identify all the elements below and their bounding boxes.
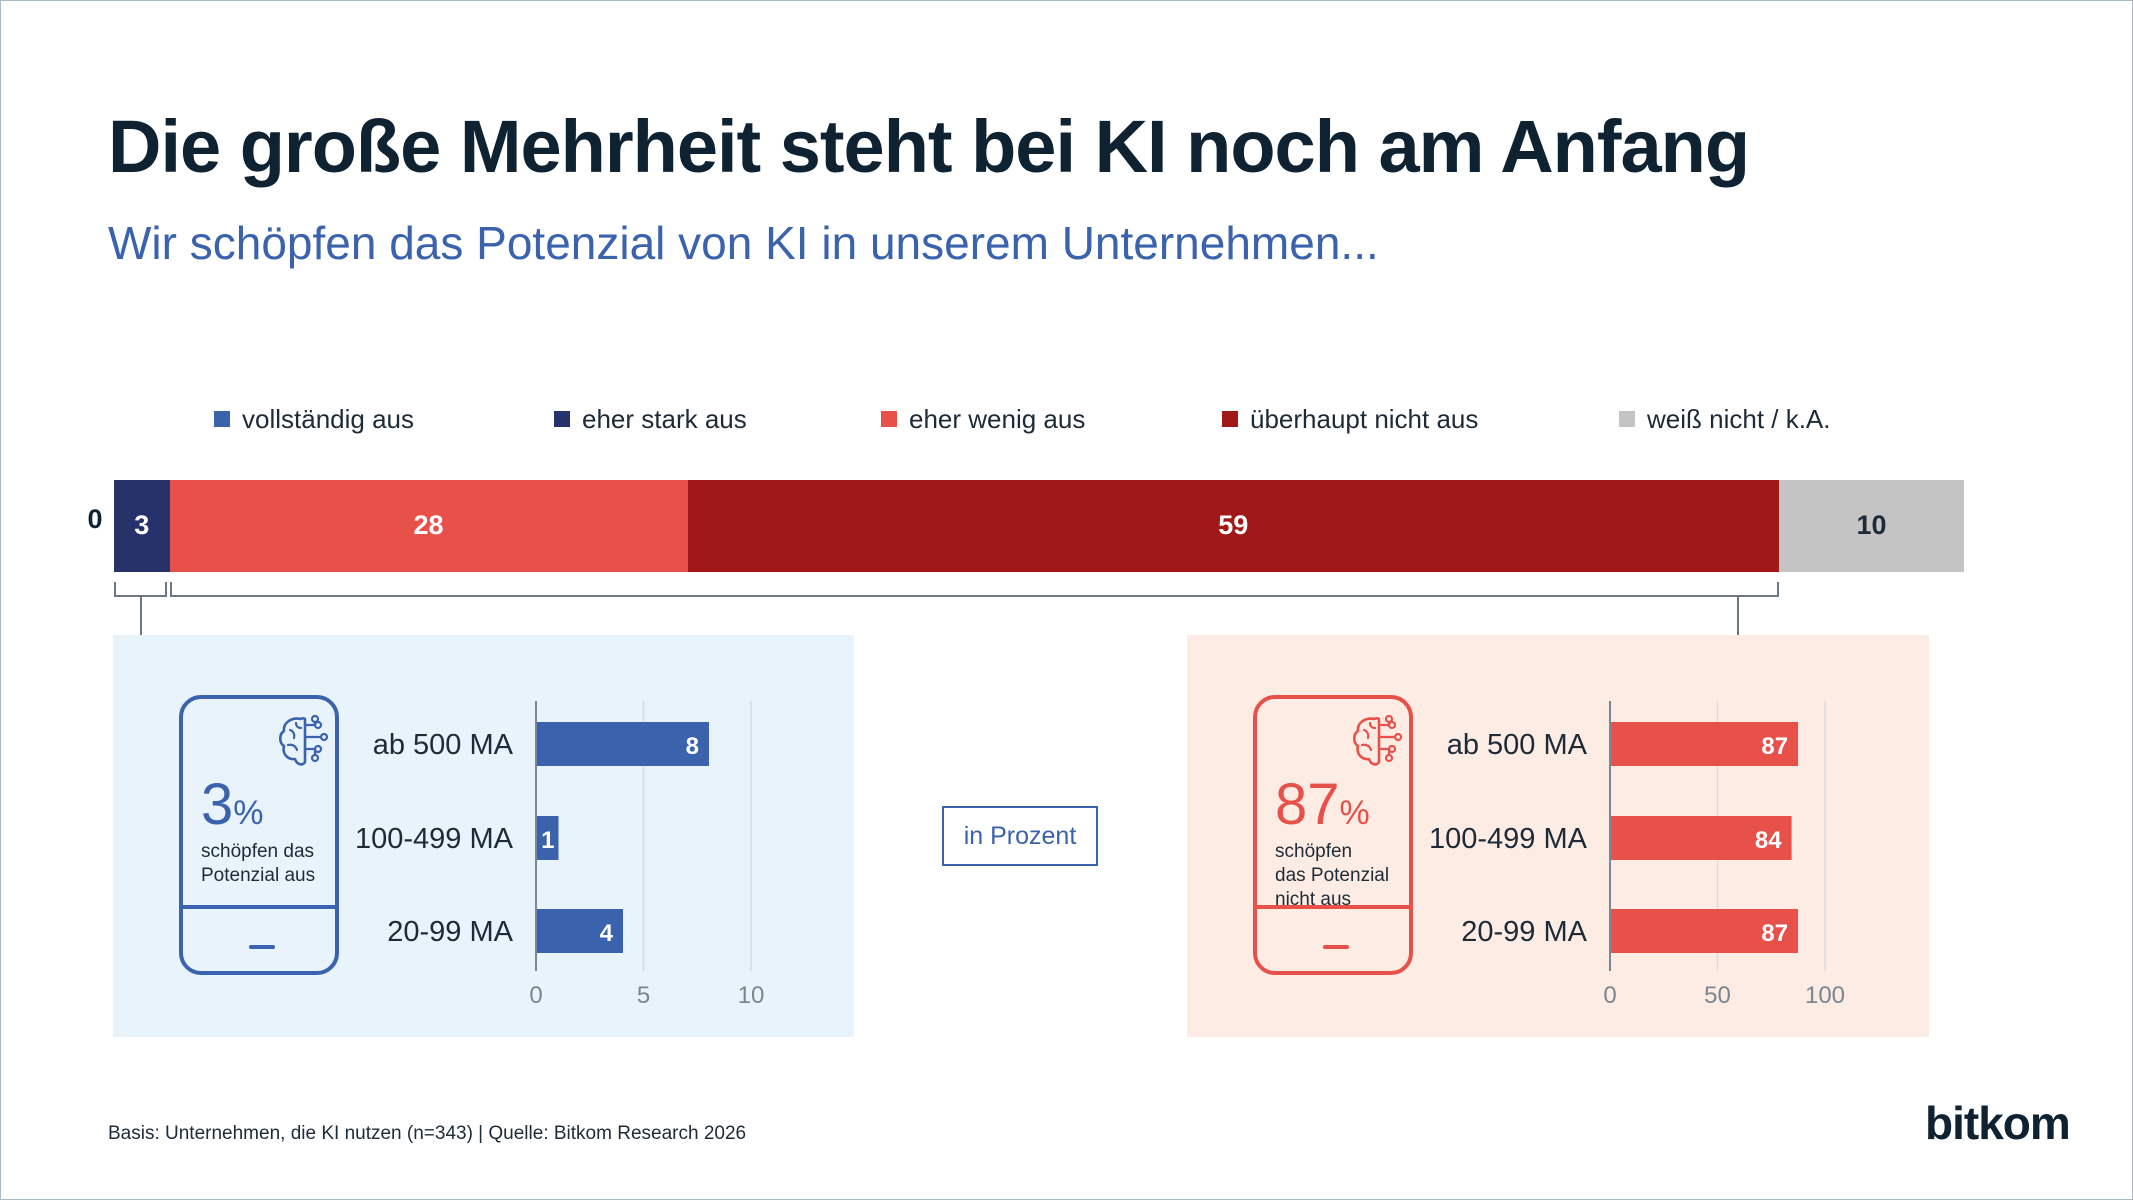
summary-percent-sign: % [1339,794,1370,832]
legend-label: vollständig aus [242,403,414,434]
legend-item-weiss-nicht: weiß nicht / k.A. [1619,401,1831,437]
summary-percent-sign: % [233,794,264,832]
phone-divider [183,905,335,909]
legend-swatch-vollstaendig [214,411,230,427]
category-label: 20-99 MA [387,916,513,948]
stacked-segment-4 [1779,480,1964,572]
legend-item-eher-wenig: eher wenig aus [881,401,1085,437]
phone-card-left: 3% schöpfen das Potenzial aus [179,695,339,975]
legend-label: eher stark aus [582,403,747,434]
stacked-segment-label: 59 [1218,510,1249,540]
legend-swatch-eher-wenig [881,411,897,427]
caption-line: Potenzial aus [201,865,316,886]
x-tick-label: 10 [738,982,765,1005]
stacked-segment-1 [114,480,170,572]
category-label: ab 500 MA [373,729,514,761]
chart-subtitle: Wir schöpfen das Potenzial von KI in uns… [108,217,1379,269]
category-label: 100-499 MA [355,823,514,855]
footnote-source: Basis: Unternehmen, die KI nutzen (n=343… [108,1123,747,1144]
x-tick-label: 50 [1704,982,1731,1005]
panel-nicht-aus: 87% schöpfen das Potenzial nicht aus 0 50… [1187,635,1929,1037]
legend-swatch-eher-stark [554,411,570,427]
phone-home-indicator [249,945,275,949]
bar-value-label: 1 [541,827,554,854]
brain-icon [278,714,329,766]
bar [1611,816,1792,860]
stacked-segment-label: 28 [413,510,444,540]
company-size-chart-right: 0 50 100 ab 500 MA 87 100-499 MA 84 20-99 MA 87 [1429,701,1845,1005]
caption-line: nicht aus [1275,889,1352,910]
bracket-left [114,582,167,597]
x-tick-label: 5 [637,982,650,1005]
legend-item-vollstaendig: vollständig aus [214,401,414,437]
bar [537,722,709,766]
caption-line: schöpfen [1275,841,1353,862]
legend-swatch-weiss-nicht [1619,411,1635,427]
bar-value-label: 87 [1761,733,1788,760]
x-tick-label: 100 [1805,982,1845,1005]
company-size-chart-left: 0 5 10 ab 500 MA 8 100-499 MA 1 20-99 MA 4 [355,701,765,1005]
summary-caption-left: schöpfen das Potenzial aus [201,840,315,888]
bracket-connectors [114,582,1779,635]
stacked-segment-3 [687,480,1779,572]
bar-value-label: 4 [600,920,614,947]
stacked-segment-label: 10 [1856,510,1887,540]
legend-item-eher-stark: eher stark aus [554,401,747,437]
x-tick-label: 0 [529,982,542,1005]
unit-note-box: in Prozent [942,806,1098,866]
summary-percent-left: 3% [201,771,264,838]
caption-line: das Potenzial [1275,865,1390,886]
stacked-bar: 3 28 59 10 [114,480,1964,572]
legend-label: eher wenig aus [909,403,1086,434]
category-label: 20-99 MA [1461,916,1587,948]
bracket-right [170,582,1779,597]
bar [1611,909,1799,953]
bar [1611,722,1799,766]
legend-item-ueberhaupt-nicht: überhaupt nicht aus [1222,401,1478,437]
bitkom-logo: bitkom [1925,1097,2071,1149]
legend-swatch-ueberhaupt-nicht [1222,411,1238,427]
summary-caption-right: schöpfen das Potenzial nicht aus [1275,840,1389,912]
summary-number: 87 [1275,772,1340,837]
phone-card-right: 87% schöpfen das Potenzial nicht aus [1253,695,1413,975]
category-label: ab 500 MA [1447,729,1588,761]
panel-vollstaendig-aus: 3% schöpfen das Potenzial aus 0 5 10 ab 500… [113,635,854,1037]
x-tick-label: 0 [1603,982,1616,1005]
summary-percent-right: 87% [1275,771,1370,838]
stacked-segment-label: 3 [134,510,150,540]
phone-divider [1257,905,1409,909]
legend-label: überhaupt nicht aus [1250,403,1479,434]
caption-line: schöpfen das [201,841,315,862]
brain-icon [1352,714,1403,766]
bar-value-label: 8 [686,733,699,760]
bar-value-label: 87 [1761,920,1788,947]
bar [537,909,623,953]
legend-label: weiß nicht / k.A. [1647,403,1831,434]
chart-title: Die große Mehrheit steht bei KI noch am … [108,105,1750,188]
bar-value-label: 84 [1755,827,1782,854]
summary-number: 3 [201,772,234,837]
phone-home-indicator [1323,945,1349,949]
bar [537,816,559,860]
stacked-segment-2 [169,480,688,572]
category-label: 100-499 MA [1429,823,1588,855]
stacked-bar-zero-label: 0 [87,504,103,534]
